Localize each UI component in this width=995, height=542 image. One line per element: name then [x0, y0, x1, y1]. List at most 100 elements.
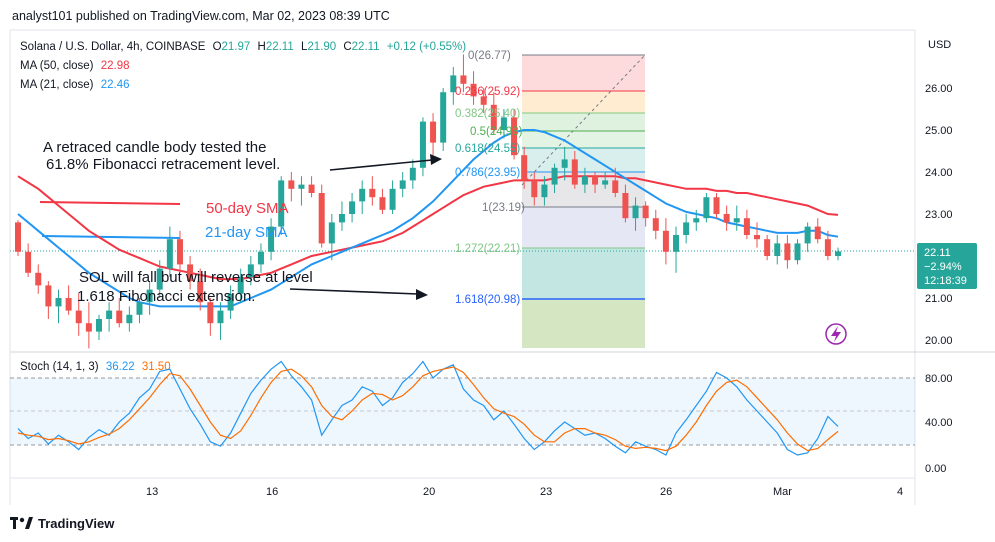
candle[interactable] [15, 220, 21, 256]
candle[interactable] [430, 113, 437, 156]
candle[interactable] [227, 285, 234, 319]
tradingview-logo-icon [10, 517, 33, 529]
candle[interactable] [693, 209, 700, 231]
candle[interactable] [176, 230, 183, 273]
candle[interactable] [450, 67, 457, 105]
candle-body [511, 117, 518, 156]
candle[interactable] [541, 176, 548, 206]
candle[interactable] [25, 243, 32, 277]
candle[interactable] [662, 218, 669, 265]
candle[interactable] [146, 281, 153, 315]
candle[interactable] [804, 222, 811, 252]
annotation-retrace-arrow [329, 159, 433, 171]
candle[interactable] [318, 184, 325, 248]
candle[interactable] [116, 298, 123, 328]
candle[interactable] [723, 205, 730, 231]
candle[interactable] [713, 193, 720, 219]
candle[interactable] [500, 109, 507, 139]
publisher-text: analyst101 published on TradingView.com,… [12, 9, 390, 23]
candle[interactable] [622, 184, 629, 223]
candle[interactable] [470, 71, 477, 105]
candle[interactable] [247, 256, 254, 286]
candle[interactable] [835, 247, 841, 261]
price-axis: USD 26.00 25.00 24.00 23.00 21.00 20.00 … [917, 39, 977, 347]
candle[interactable] [187, 256, 194, 290]
candle[interactable] [389, 180, 396, 214]
candle[interactable] [652, 209, 659, 240]
candle[interactable] [480, 88, 487, 114]
candles[interactable] [15, 54, 841, 349]
candle[interactable] [683, 214, 690, 244]
candle[interactable] [531, 172, 538, 206]
candle[interactable] [75, 293, 82, 336]
candle[interactable] [814, 218, 821, 244]
candle-body [35, 272, 42, 286]
candle[interactable] [632, 197, 639, 231]
candle[interactable] [308, 176, 315, 198]
candle-body [460, 75, 467, 84]
candle[interactable] [511, 109, 518, 160]
candle[interactable] [409, 159, 416, 189]
candle[interactable] [156, 260, 163, 298]
candle-body [55, 298, 62, 307]
candle[interactable] [460, 54, 467, 93]
candle[interactable] [278, 176, 285, 235]
candle[interactable] [338, 201, 345, 231]
candle-body [794, 243, 801, 261]
time-tick: 20 [423, 486, 435, 498]
candle[interactable] [45, 281, 52, 319]
candle[interactable] [136, 298, 143, 324]
candle-body [349, 201, 356, 214]
candle[interactable] [207, 298, 214, 336]
candle[interactable] [379, 188, 386, 214]
candle[interactable] [419, 117, 426, 177]
candle[interactable] [65, 285, 72, 315]
candle[interactable] [673, 226, 680, 273]
candle[interactable] [328, 214, 335, 261]
candle[interactable] [561, 146, 568, 181]
candle[interactable] [571, 151, 578, 189]
candle[interactable] [794, 239, 801, 265]
candle[interactable] [440, 88, 447, 151]
candle[interactable] [551, 163, 558, 193]
candle[interactable] [257, 243, 264, 273]
candle[interactable] [288, 172, 295, 202]
candle[interactable] [754, 222, 761, 248]
candle[interactable] [197, 268, 204, 311]
candle[interactable] [774, 235, 781, 265]
candle[interactable] [85, 302, 92, 349]
candle[interactable] [703, 193, 710, 223]
svg-text:Stoch (14, 1, 3) 36.22: Stoch (14, 1, 3) 36.22 31.50 [20, 361, 171, 373]
candle[interactable] [642, 201, 649, 227]
candle-body [25, 251, 32, 273]
candle[interactable] [298, 176, 305, 206]
candle[interactable] [217, 302, 224, 340]
candle[interactable] [784, 235, 791, 269]
candle[interactable] [824, 230, 831, 261]
candle[interactable] [95, 314, 102, 340]
candle[interactable] [490, 92, 497, 135]
candle[interactable] [35, 264, 42, 294]
candle[interactable] [55, 289, 62, 324]
candle[interactable] [349, 193, 356, 223]
candle[interactable] [268, 218, 275, 261]
candle[interactable] [612, 167, 619, 198]
candle[interactable] [743, 209, 750, 240]
candle[interactable] [369, 176, 376, 206]
candle[interactable] [733, 205, 740, 231]
candle[interactable] [602, 172, 609, 189]
candle[interactable] [764, 235, 771, 261]
candle[interactable] [359, 180, 366, 214]
candle[interactable] [237, 268, 244, 303]
candle[interactable] [521, 146, 528, 189]
candle[interactable] [166, 226, 173, 277]
candle[interactable] [399, 172, 406, 198]
candle[interactable] [581, 167, 588, 193]
lightning-icon[interactable] [825, 323, 847, 345]
candle[interactable] [106, 302, 113, 332]
candle[interactable] [126, 306, 133, 332]
candle[interactable] [592, 172, 599, 193]
fib-band-1272-1618 [522, 248, 645, 299]
candle-body [814, 226, 821, 240]
